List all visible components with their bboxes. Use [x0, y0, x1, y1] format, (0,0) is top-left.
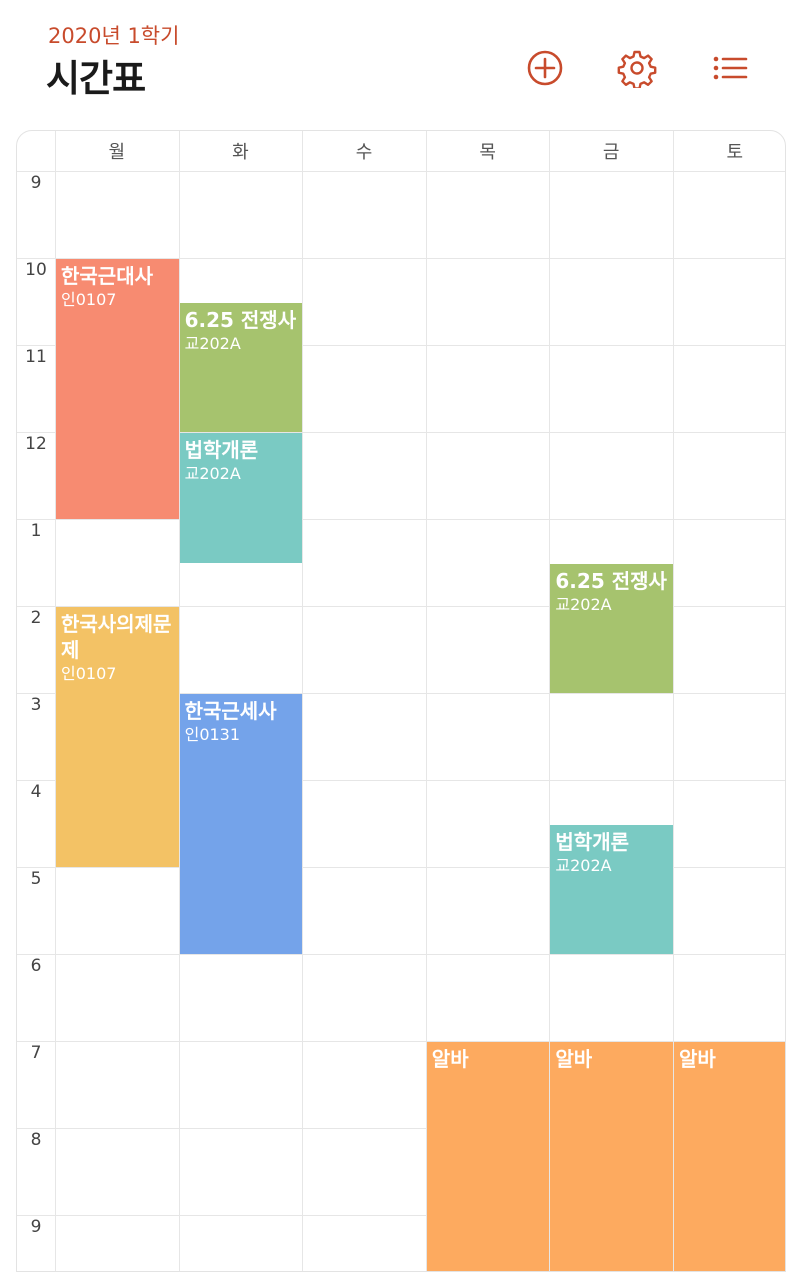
- course-room: 인0107: [61, 663, 174, 685]
- hour-label: 12: [17, 434, 55, 454]
- hour-label: 5: [17, 869, 55, 889]
- add-button[interactable]: [523, 46, 567, 90]
- hour-label: 9: [17, 173, 55, 193]
- hour-label: 11: [17, 347, 55, 367]
- hour-divider: [17, 954, 785, 955]
- day-header: 금: [549, 131, 673, 171]
- course-block[interactable]: 한국근대사 인0107: [56, 259, 179, 519]
- gear-icon: [617, 48, 657, 88]
- header: 2020년 1학기 시간표: [0, 0, 800, 130]
- list-button[interactable]: [708, 46, 752, 90]
- course-name: 법학개론: [185, 437, 298, 463]
- course-block[interactable]: 법학개론 교202A: [180, 433, 303, 563]
- plus-circle-icon: [525, 48, 565, 88]
- hour-label: 7: [17, 1043, 55, 1063]
- semester-label[interactable]: 2020년 1학기: [48, 20, 179, 50]
- course-name: 법학개론: [555, 829, 668, 855]
- day-header: 화: [179, 131, 303, 171]
- course-name: 알바: [679, 1046, 780, 1072]
- hour-label: 9: [17, 1217, 55, 1237]
- course-block[interactable]: 알바: [427, 1042, 550, 1272]
- day-header: 수: [302, 131, 426, 171]
- course-room: 교202A: [555, 855, 668, 877]
- course-block[interactable]: 6.25 전쟁사 교202A: [180, 303, 303, 433]
- course-name: 한국사의제문제: [61, 611, 174, 663]
- day-header: 토: [673, 131, 786, 171]
- column-divider: [302, 131, 303, 1271]
- course-name: 한국근대사: [61, 263, 174, 289]
- course-block[interactable]: 한국근세사 인0131: [180, 694, 303, 954]
- course-block[interactable]: 알바: [674, 1042, 785, 1272]
- hour-divider: [17, 519, 785, 520]
- course-name: 알바: [432, 1046, 545, 1072]
- hour-label: 1: [17, 521, 55, 541]
- settings-button[interactable]: [615, 46, 659, 90]
- course-room: 인0107: [61, 289, 174, 311]
- day-header: 목: [426, 131, 550, 171]
- course-room: 인0131: [185, 724, 298, 746]
- header-divider: [17, 171, 785, 172]
- course-name: 한국근세사: [185, 698, 298, 724]
- list-icon: [710, 48, 750, 88]
- hour-label: 4: [17, 782, 55, 802]
- page-title: 시간표: [46, 48, 145, 102]
- day-header: 월: [55, 131, 179, 171]
- course-name: 6.25 전쟁사: [185, 307, 298, 333]
- hour-label: 3: [17, 695, 55, 715]
- course-name: 6.25 전쟁사: [555, 568, 668, 594]
- hour-label: 8: [17, 1130, 55, 1150]
- hour-label: 6: [17, 956, 55, 976]
- course-block[interactable]: 알바: [550, 1042, 673, 1272]
- course-room: 교202A: [185, 333, 298, 355]
- timetable-grid[interactable]: 월 화 수 목 금 토 9 10 11 12 1 2 3 4 5 6 7 8 9 한국근대사 인0107 6.25 전쟁사…: [16, 130, 786, 1272]
- course-block[interactable]: 6.25 전쟁사 교202A: [550, 564, 673, 694]
- course-room: 교202A: [185, 463, 298, 485]
- course-room: 교202A: [555, 594, 668, 616]
- course-block[interactable]: 한국사의제문제 인0107: [56, 607, 179, 867]
- course-block[interactable]: 법학개론 교202A: [550, 825, 673, 955]
- course-name: 알바: [555, 1046, 668, 1072]
- hour-label: 2: [17, 608, 55, 628]
- hour-label: 10: [17, 260, 55, 280]
